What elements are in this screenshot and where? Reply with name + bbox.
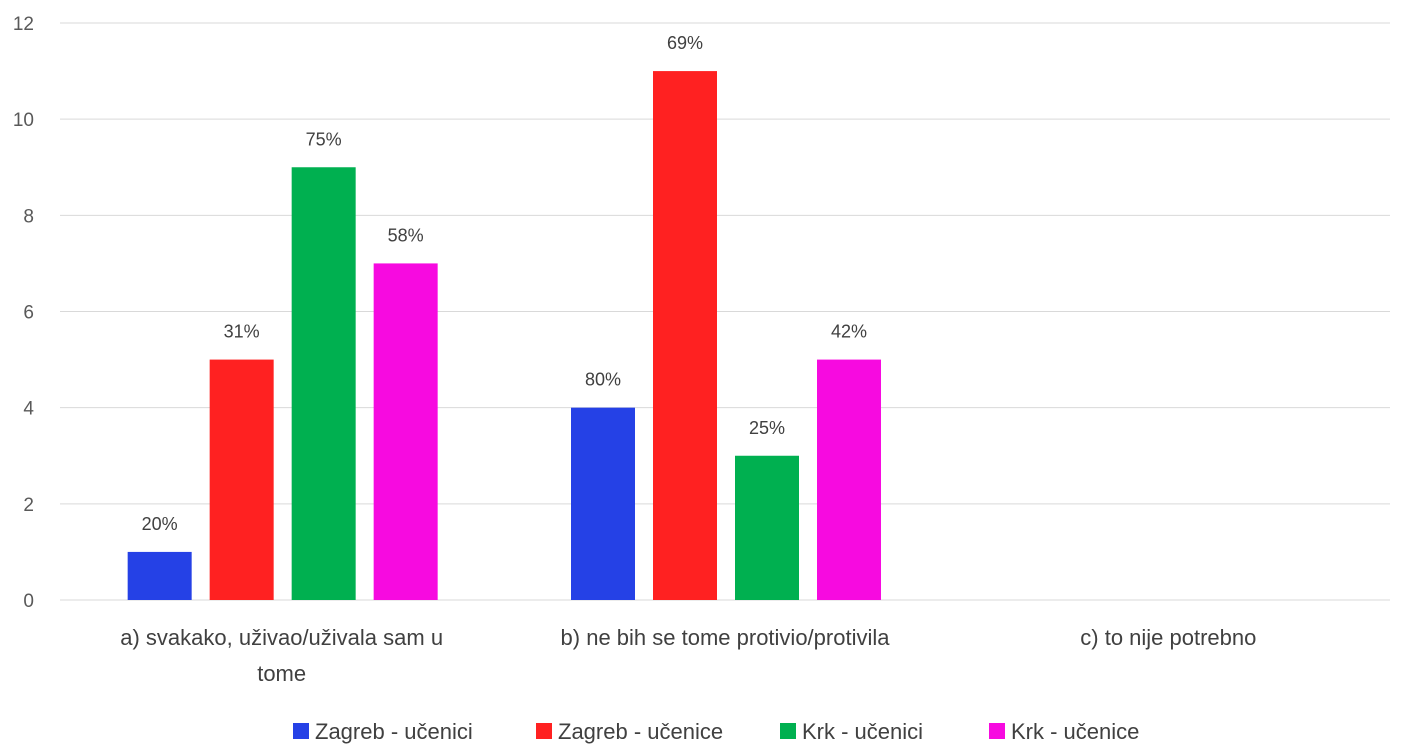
bar xyxy=(291,167,356,600)
bar xyxy=(653,71,717,601)
bars xyxy=(127,71,881,601)
data-label: 75% xyxy=(306,129,342,149)
y-tick-label: 6 xyxy=(23,303,34,324)
bar xyxy=(571,407,635,600)
category-label: b) ne bih se tome protivio/protivila xyxy=(561,625,891,650)
legend-swatch xyxy=(989,723,1005,739)
legend: Zagreb - učenici Zagreb - učenice Krk - uč… xyxy=(293,719,1139,744)
y-tick-label: 4 xyxy=(23,399,34,420)
category-label: c) to nije potrebno xyxy=(1080,625,1256,650)
bar xyxy=(373,263,438,600)
y-axis-ticks: 0 2 4 6 8 10 12 xyxy=(13,14,35,612)
data-label: 25% xyxy=(749,418,785,438)
legend-label: Zagreb - učenici xyxy=(315,719,473,744)
y-tick-label: 10 xyxy=(13,110,34,131)
y-tick-label: 2 xyxy=(23,495,34,516)
gridlines xyxy=(60,22,1390,601)
data-labels: 20% 80% 31% 69% 75% 25% 58% 42% xyxy=(142,33,867,534)
category-label: tome xyxy=(257,661,306,686)
bar xyxy=(209,359,274,600)
legend-label: Zagreb - učenice xyxy=(558,719,723,744)
x-axis-categories: a) svakako, uživao/uživala sam u tome b) n… xyxy=(120,625,1256,686)
legend-swatch xyxy=(536,723,552,739)
bar xyxy=(817,359,881,600)
bar xyxy=(127,551,192,600)
legend-swatch xyxy=(293,723,309,739)
bar xyxy=(735,455,799,600)
legend-label: Krk - učenice xyxy=(1011,719,1139,744)
y-tick-label: 12 xyxy=(13,14,34,35)
data-label: 58% xyxy=(388,225,424,245)
data-label: 20% xyxy=(142,514,178,534)
y-tick-label: 8 xyxy=(23,206,34,227)
y-tick-label: 0 xyxy=(23,591,34,612)
legend-swatch xyxy=(780,723,796,739)
data-label: 42% xyxy=(831,322,867,342)
category-label: a) svakako, uživao/uživala sam u xyxy=(120,625,443,650)
data-label: 80% xyxy=(585,370,621,390)
data-label: 31% xyxy=(224,322,260,342)
legend-label: Krk - učenici xyxy=(802,719,923,744)
data-label: 69% xyxy=(667,33,703,53)
